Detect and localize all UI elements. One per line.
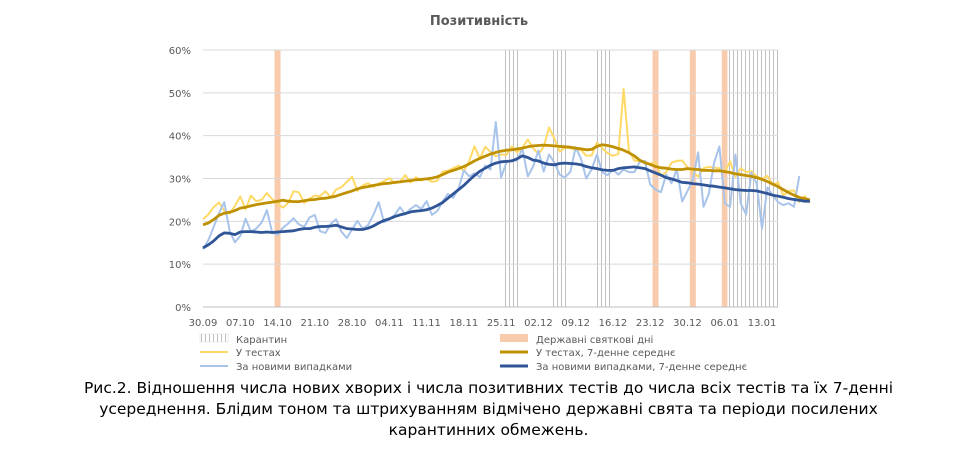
legend-label: У тестах (236, 348, 281, 359)
gridlines (203, 49, 778, 308)
x-tick-label: 07.10 (226, 318, 255, 329)
legend: Карантин Державні святкові дні У тестах У т… (199, 333, 747, 373)
caption-line: усереднення. Блідим тоном та штрихування… (99, 400, 878, 418)
y-tick-label: 50% (169, 89, 191, 100)
x-tick-label: 04.11 (375, 318, 404, 329)
legend-label: У тестах, 7-денне середнє (536, 348, 676, 359)
x-tick-label: 06.01 (710, 318, 739, 329)
series-lines (202, 88, 811, 250)
caption-line: Рис.2. Відношення числа нових хворих і ч… (83, 379, 894, 397)
x-tick-label: 14.10 (263, 318, 292, 329)
y-tick-label: 30% (169, 175, 191, 186)
legend-label: Карантин (236, 335, 287, 346)
chart: Позитивність 0% 10% 20% 30% 40% 50% 60% 30.09 0… (169, 14, 811, 373)
legend-label: Державні святкові дні (536, 334, 653, 346)
series-line-cases-avg (202, 154, 810, 250)
x-tick-label: 13.01 (748, 318, 777, 329)
caption-line: карантинних обмежень. (388, 421, 589, 439)
x-tick-label: 02.12 (524, 318, 553, 329)
y-tick-label: 0% (175, 303, 191, 314)
x-tick-label: 30.09 (189, 318, 218, 329)
chart-title: Позитивність (430, 14, 528, 29)
x-tick-label: 18.11 (450, 318, 479, 329)
y-tick-label: 60% (169, 46, 191, 57)
legend-label: За новими випадками (236, 362, 352, 373)
series-line-tests-avg (202, 143, 811, 227)
x-tick-label: 23.12 (636, 318, 665, 329)
legend-swatch-holidays (500, 334, 528, 342)
x-tick-label: 30.12 (673, 318, 702, 329)
figure-caption: Рис.2. Відношення числа нових хворих і ч… (10, 378, 967, 441)
x-tick-label: 28.10 (338, 318, 367, 329)
y-axis-ticks: 0% 10% 20% 30% 40% 50% 60% (169, 46, 191, 314)
legend-label: За новими випадками, 7-денне середнє (536, 362, 747, 373)
y-tick-label: 10% (169, 260, 191, 271)
legend-swatch-quarantine (199, 333, 229, 343)
y-tick-label: 40% (169, 132, 191, 143)
x-tick-label: 21.10 (300, 318, 329, 329)
x-tick-label: 25.11 (487, 318, 516, 329)
x-axis-ticks: 30.09 07.10 14.10 21.10 28.10 04.11 11.11 18.11… (189, 318, 777, 329)
x-tick-label: 16.12 (599, 318, 628, 329)
series-line-tests (202, 88, 811, 220)
x-tick-label: 09.12 (561, 318, 590, 329)
x-tick-label: 11.11 (412, 318, 441, 329)
y-tick-label: 20% (169, 217, 191, 228)
